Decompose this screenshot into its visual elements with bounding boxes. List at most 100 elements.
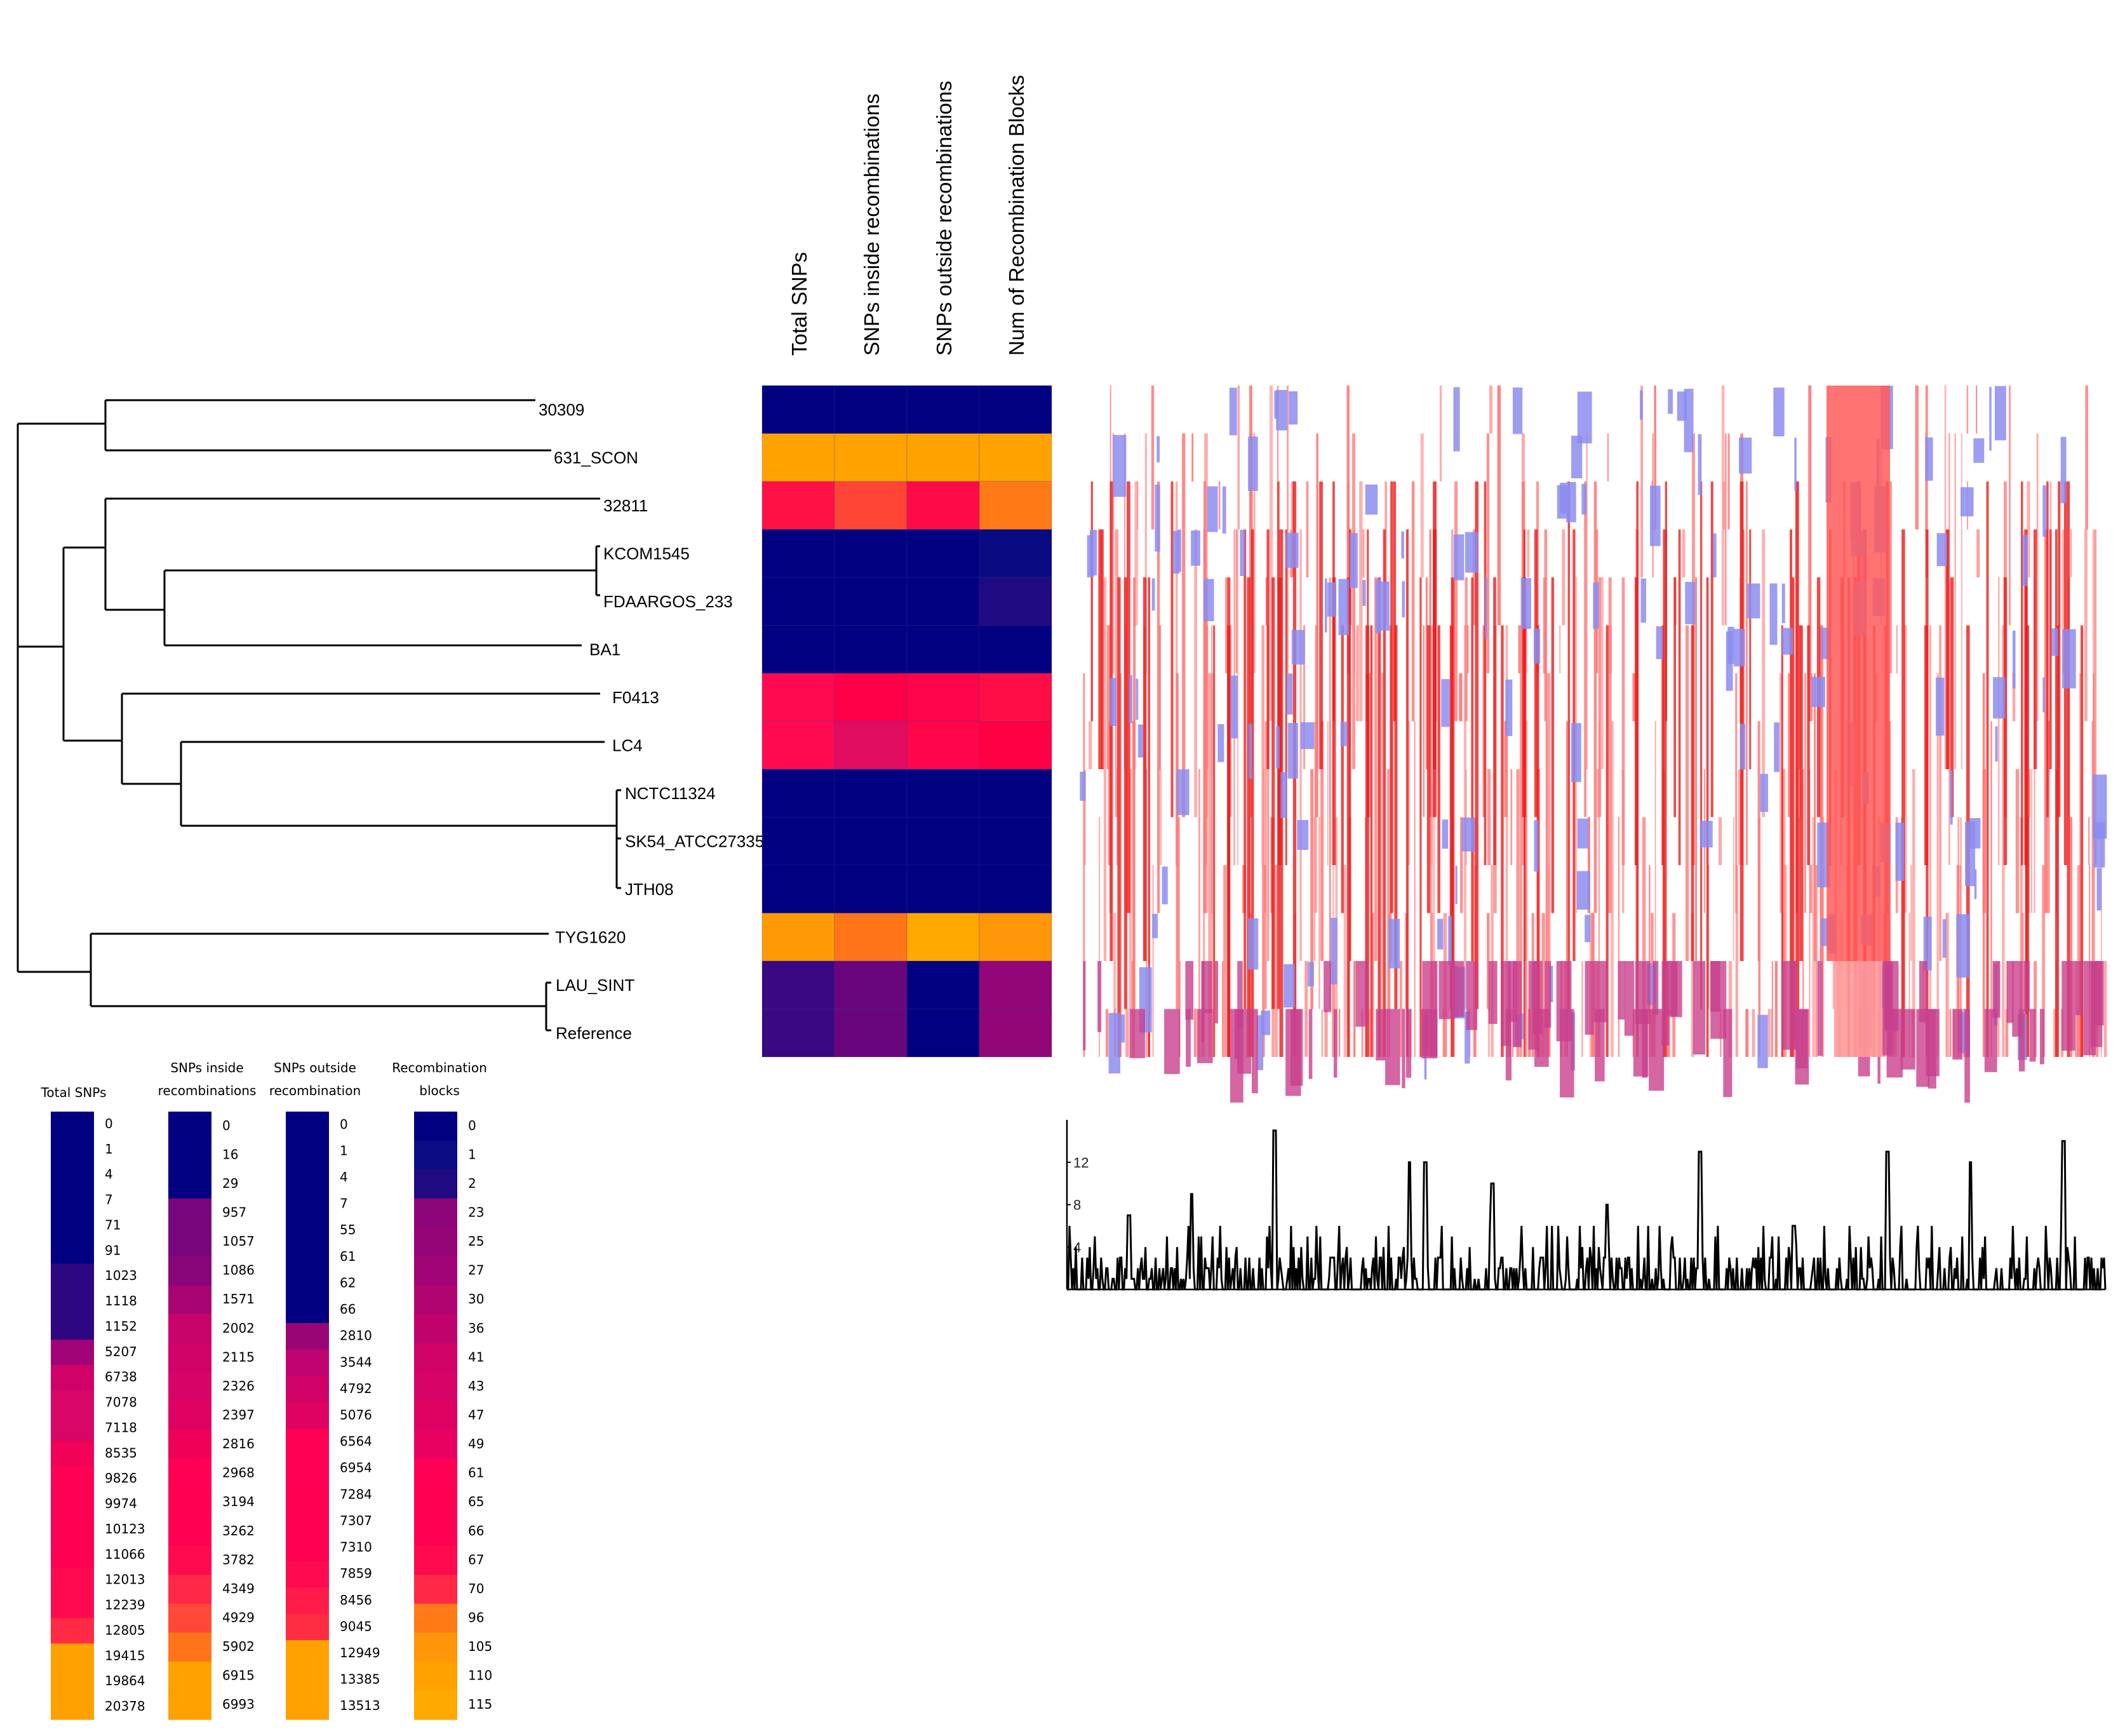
legend-value: 19864 [105,1673,145,1688]
recombination-block [1782,769,1786,1057]
recombination-block [1908,913,1910,1057]
legend-value: 71 [105,1217,121,1232]
recombination-block [1929,625,1931,1009]
heatmap-cell [834,577,908,626]
recombination-block [1738,769,1740,865]
recombination-block [2070,529,2072,577]
legend-value: 1086 [222,1263,255,1278]
recombination-block [1286,532,1299,569]
recombination-block [1465,577,1468,722]
recombination-block [2083,961,2096,1056]
recombination-block [1488,961,1498,1024]
recombination-block [1817,961,1823,1056]
recombination-block [1276,726,1280,769]
recombination-block [1781,628,1793,655]
recombination-block [1559,625,1561,673]
recombination-block [1177,529,1181,572]
column-header: SNPs inside recombinations [860,93,883,356]
recombination-block [1961,487,1974,516]
recombination-block [1248,436,1258,491]
legend-value: 7284 [340,1486,372,1502]
recombination-block [1316,433,1318,769]
recombination-block [1560,483,1566,514]
recombination-block [1501,625,1504,1057]
recombination-block [1385,1009,1400,1086]
recombination-block [1618,817,1620,1057]
recombination-block [2103,961,2107,1057]
recombination-block [2015,769,2020,913]
recombination-block [1223,865,1227,1057]
recombination-block [1581,961,1583,1057]
recombination-block [1143,577,1147,961]
recombination-block [1486,913,1489,1009]
heatmap-cell [979,433,1052,482]
heatmap-cell [906,865,980,913]
recombination-block [1277,386,1278,481]
heatmap-cell [834,673,908,722]
recombination-block [1990,721,1992,1057]
recombination-block [1767,1009,1771,1057]
recombination-block [2023,961,2030,1012]
recombination-block [1512,387,1523,434]
recombination-block [1642,817,1646,1009]
legend-swatch [286,1138,329,1165]
recombination-block [1735,673,1738,913]
recombination-block [1995,726,1998,762]
legend-value: 9974 [105,1496,137,1511]
heatmap-cell [761,721,835,770]
recombination-block [1191,433,1194,481]
recombination-block [1182,433,1186,818]
legend-value: 2326 [222,1378,255,1394]
recombination-block [1901,529,1905,1057]
recombination-block [1642,1009,1647,1078]
legend-swatch [286,1190,329,1218]
recombination-block [1265,577,1268,626]
legend-value: 91 [105,1242,121,1258]
recombination-block [1194,529,1198,818]
recombination-block [1698,434,1702,495]
recombination-block [1465,532,1478,573]
recombination-block [1984,1009,1997,1072]
recombination-block [1598,577,1602,818]
recombination-block [1464,625,1467,1009]
recombination-block [1654,386,1656,530]
heatmap-cell [906,577,980,626]
legend-swatch [286,1112,329,1139]
recombination-block [1127,481,1130,913]
recombination-block [1997,577,2000,865]
recombination-block [2005,1009,2009,1057]
recombination-block [1976,529,1980,577]
recombination-block [1217,723,1224,762]
recombination-block [1649,1009,1665,1091]
recombination-block [1393,481,1397,722]
legend-swatch [168,1517,211,1547]
heatmap-cell [761,529,835,578]
recombination-block [1331,917,1337,985]
y-tick-label: 4 [1073,1239,1081,1255]
recombination-block [1807,625,1810,865]
heatmap-cell [979,721,1052,770]
recombination-block [1497,386,1501,626]
recombination-block [1609,625,1612,673]
legend-swatch [168,1430,211,1460]
recombination-block [1084,769,1086,865]
legend-value: 65 [468,1494,484,1509]
recombination-block [1346,577,1350,1057]
legend-value: 1 [468,1147,476,1162]
heatmap-cell [906,673,980,722]
recombination-block [1611,721,1614,1057]
recombination-block [1369,1009,1371,1057]
recombination-block [1120,673,1122,1057]
recombination-block [1353,961,1356,1057]
recombination-block [1420,433,1424,577]
recombination-count-line [1067,1129,2107,1291]
recombination-hotspot [1827,386,1890,961]
recombination-block [1677,391,1687,421]
recombination-block [2093,529,2094,818]
recombination-block [1762,529,1766,818]
legend-value: 27 [468,1263,484,1278]
legend-swatch [168,1285,211,1315]
legend-swatch [286,1429,329,1456]
legend-swatch [168,1488,211,1517]
recombination-block [1534,1009,1549,1067]
